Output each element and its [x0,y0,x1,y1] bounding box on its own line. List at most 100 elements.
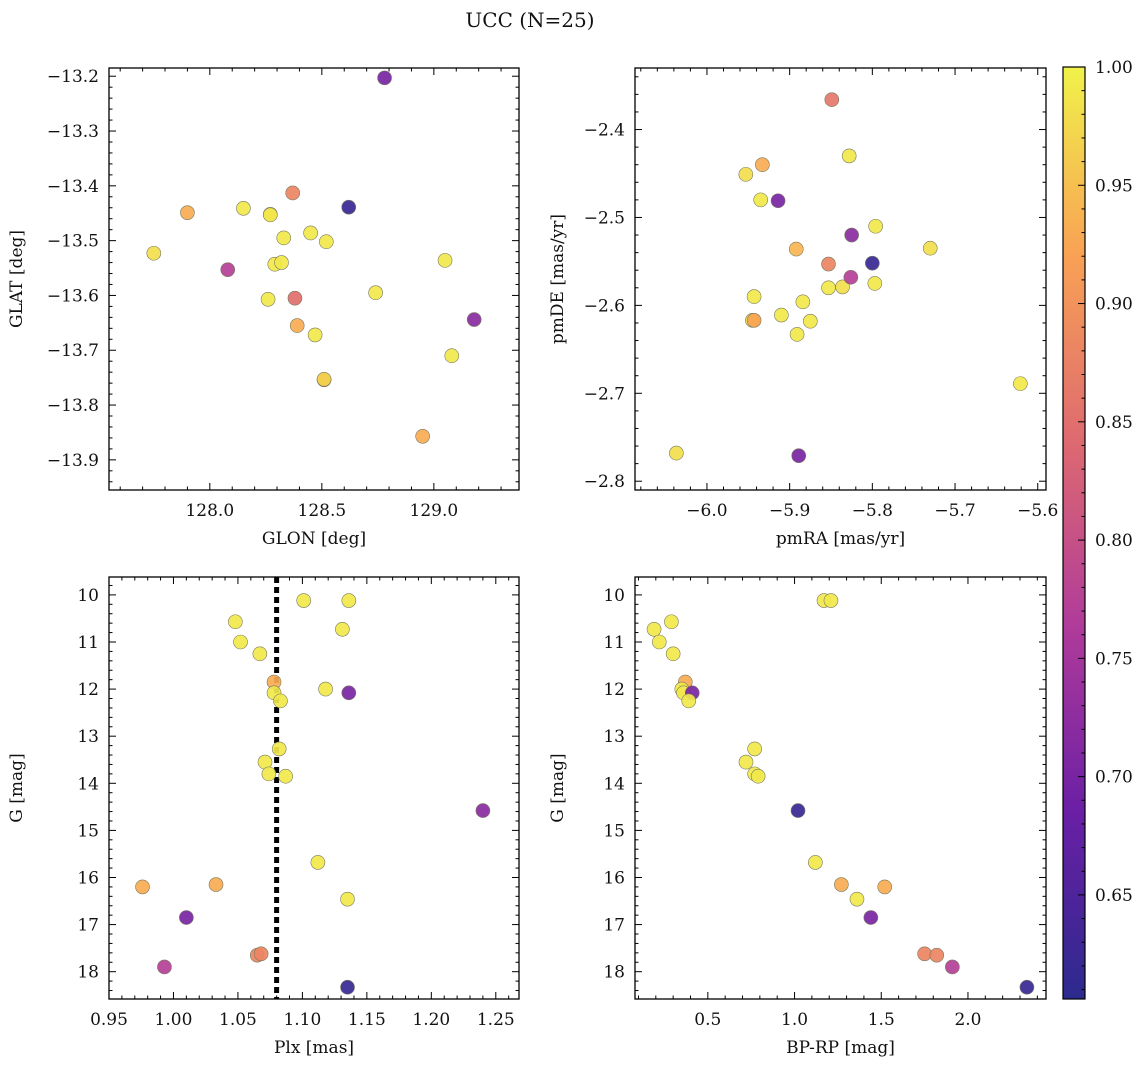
scatter-point [296,593,311,608]
scatter-point [220,262,236,277]
x-tick-label: 1.25 [477,1010,515,1030]
x-tick-label: 1.10 [283,1010,321,1030]
scatter-point [341,685,357,701]
scatter-point [274,255,289,270]
axes-frame [634,576,1047,1000]
scatter-point [263,207,278,223]
scatter-point [669,445,684,461]
y-tick-label: −13.9 [47,451,99,471]
scatter-point [316,371,332,387]
y-tick-label: 16 [603,868,625,888]
x-axis-label: GLON [deg] [262,529,366,549]
scatter-point [738,754,754,770]
scatter-point [1013,376,1028,391]
scatter-point [319,234,334,250]
scatter-point [180,205,195,220]
scatter-point [303,225,318,241]
scatter-point [318,681,333,697]
y-tick-label: 15 [603,821,625,841]
scatter-point [746,289,762,304]
scatter-point [795,294,811,310]
scatter-point [790,803,806,818]
scatter-point [276,230,292,246]
x-tick-label: −6.0 [686,501,727,521]
y-tick-label: −2.8 [584,472,625,492]
y-axis-label: G [mag] [7,753,27,822]
scatter-point [841,148,857,164]
y-tick-label: 10 [77,586,99,606]
x-axis-label: pmRA [mas/yr] [776,529,905,549]
figure-title: UCC (N=25) [465,8,594,32]
scatter-point [646,621,662,637]
colorbar-gradient [1062,66,1086,1000]
y-axis-label: G [mag] [548,753,568,822]
axes-frame [108,67,520,491]
y-tick-label: 16 [77,868,99,888]
scatter-point [289,318,305,333]
colorbar-tick-label: 0.70 [1095,768,1133,788]
y-tick-label: 18 [603,963,625,983]
x-tick-label: 0.5 [694,1010,721,1030]
scatter-point [868,218,883,234]
x-axis-label: BP-RP [mag] [786,1038,895,1058]
scatter-point [260,291,276,307]
scatter-point [1019,979,1035,995]
axes-frame [108,576,520,1000]
scatter-point [821,280,836,296]
scatter-point [665,646,681,662]
scatter-point [437,253,453,268]
y-tick-label: 18 [77,963,99,983]
scatter-point [750,768,766,784]
scatter-point [922,240,938,256]
scatter-point [157,959,172,975]
scatter-point [233,634,248,650]
y-tick-label: −2.5 [584,208,625,228]
colorbar-tick-label: 0.90 [1095,295,1133,315]
scatter-point [307,327,323,343]
panels: 128.0 128.5 129.0 −13.2 −13.3 −13.4 −13.5 −13.6… [7,67,1058,1058]
scatter-point [863,910,879,925]
scatter-point [261,766,277,782]
y-tick-label: −13.7 [47,341,99,361]
x-tick-label: 129.0 [410,501,459,521]
scatter-point [755,157,770,173]
y-tick-label: 13 [603,727,625,747]
scatter-point [849,891,865,907]
x-tick-label: 1.20 [412,1010,450,1030]
x-tick-label: 128.0 [185,501,234,521]
scatter-point [340,891,355,907]
scatter-point [867,276,883,291]
y-tick-label: 17 [603,916,625,936]
scatter-point [273,693,288,709]
y-tick-label: −13.2 [47,67,99,87]
scatter-point [681,693,697,709]
y-tick-label: 17 [77,916,99,936]
colorbar-tick-label: 0.75 [1095,649,1133,669]
panel-pmra_pmde: −6.0 −5.9 −5.8 −5.7 −5.6 −2.4 −2.5 −2.6 −2.7 −2.8… [548,67,1058,549]
scatter-point [135,879,150,895]
x-tick-label: −5.8 [852,501,893,521]
scatter-point [335,621,350,637]
y-tick-label: −13.3 [47,122,99,142]
scatter-point [466,312,482,327]
x-tick-label: −5.9 [769,501,810,521]
panel-plx_g: 0.95 1.00 1.05 1.10 1.15 1.20 1.25 10 11 12 13 14 15… [7,576,520,1058]
y-tick-label: 15 [77,821,99,841]
x-tick-label: 128.5 [298,501,347,521]
scatter-point [770,193,786,209]
x-tick-label: 2.0 [954,1010,981,1030]
axes-frame [634,67,1047,491]
scatter-point [747,741,762,757]
scatter-point [824,92,840,107]
scatter-point [808,855,823,870]
scatter-point [877,879,893,895]
scatter-point [774,307,789,323]
scatter-point [228,614,243,630]
x-tick-label: 1.05 [219,1010,257,1030]
y-tick-label: 14 [77,774,99,794]
y-tick-label: 14 [603,774,625,794]
colorbar-tick-label: 0.85 [1095,413,1133,433]
scatter-point [651,634,667,650]
scatter-point [475,803,491,818]
scatter-point [791,448,807,464]
